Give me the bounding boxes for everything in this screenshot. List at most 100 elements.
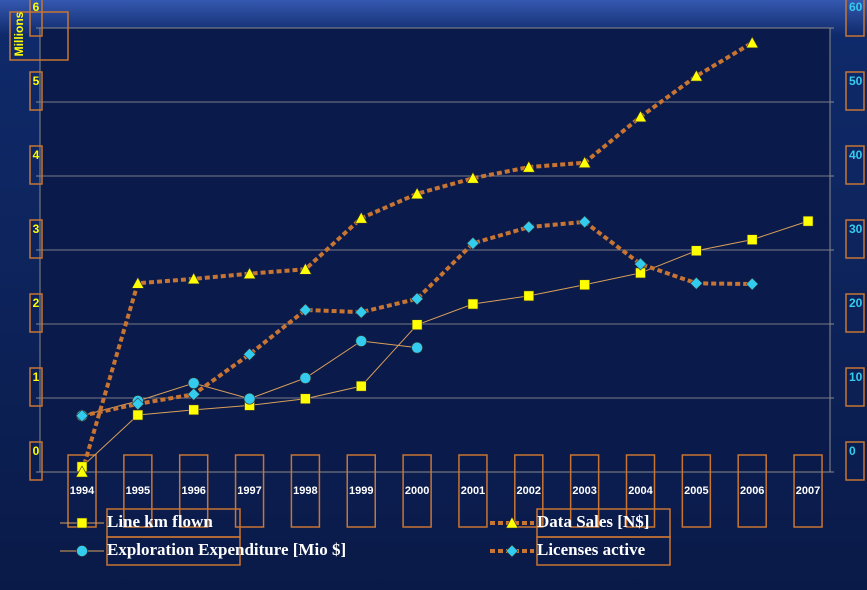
label-frame <box>845 219 865 259</box>
marker <box>411 341 423 354</box>
label-frame <box>234 454 265 528</box>
label-frame <box>9 11 69 61</box>
x-tick-label: 2007 <box>796 485 820 497</box>
x-tick-label: 2006 <box>740 485 764 497</box>
label-frame <box>845 441 865 481</box>
label-frame <box>569 454 600 528</box>
x-tick-label: 1994 <box>70 485 95 497</box>
marker <box>689 276 703 290</box>
marker <box>410 187 424 200</box>
x-tick-label: 1998 <box>293 485 317 497</box>
y2-tick-label: 0 <box>849 444 856 458</box>
marker <box>466 236 480 250</box>
marker <box>354 211 368 224</box>
marker <box>188 404 199 416</box>
y2-tick-label: 20 <box>849 296 863 310</box>
label-frame <box>458 454 488 528</box>
label-frame <box>681 454 712 528</box>
marker <box>466 171 480 184</box>
y-tick-label: 2 <box>33 296 40 310</box>
marker <box>131 397 145 411</box>
y2-tick-label: 30 <box>849 222 863 236</box>
marker <box>131 276 145 289</box>
x-tick-label: 2001 <box>461 485 485 497</box>
x-tick-label: 2005 <box>684 485 708 497</box>
marker <box>410 292 424 306</box>
x-tick-label: 1996 <box>181 485 205 497</box>
label-frame <box>845 145 865 185</box>
marker <box>689 69 703 82</box>
marker <box>746 234 758 245</box>
marker <box>75 465 89 478</box>
marker <box>243 347 256 361</box>
label-frame <box>29 367 43 407</box>
y-axis-label: Millions <box>12 11 26 56</box>
marker <box>298 303 312 317</box>
label-frame <box>536 536 671 566</box>
marker <box>578 215 592 229</box>
label-frame <box>290 454 321 528</box>
label-frame <box>29 219 43 259</box>
label-frame <box>845 367 865 407</box>
label-frame <box>845 293 865 333</box>
y2-tick-label: 40 <box>849 148 863 162</box>
x-tick-label: 2003 <box>572 485 596 497</box>
marker <box>187 272 201 285</box>
marker <box>578 156 592 168</box>
marker <box>467 298 479 310</box>
label-frame <box>178 454 209 528</box>
marker <box>354 305 368 319</box>
label-frame <box>29 293 43 333</box>
legend-marker <box>76 545 88 557</box>
legend-marker <box>76 517 88 529</box>
legend-label: Licenses active <box>537 540 646 559</box>
y-tick-label: 5 <box>33 74 40 88</box>
marker <box>132 409 144 421</box>
x-tick-label: 1999 <box>349 485 373 497</box>
y-tick-label: 6 <box>33 0 40 14</box>
y-tick-label: 3 <box>33 222 40 236</box>
label-frame <box>29 145 43 185</box>
label-frame <box>845 0 865 37</box>
x-tick-label: 1995 <box>126 485 150 497</box>
legend-label: Data Sales [N$] <box>537 512 649 531</box>
legend-label: Line km flown <box>107 512 213 531</box>
x-tick-label: 2002 <box>517 485 541 497</box>
label-frame <box>29 71 43 111</box>
marker <box>522 220 536 234</box>
label-frame <box>737 454 767 528</box>
x-tick-label: 2004 <box>628 485 653 497</box>
y2-tick-label: 10 <box>849 370 863 384</box>
label-frame <box>625 454 656 528</box>
y-tick-label: 0 <box>33 444 40 458</box>
marker <box>300 393 311 405</box>
x-tick-label: 1997 <box>237 485 261 497</box>
label-frame <box>793 454 823 528</box>
legend-marker <box>505 516 519 529</box>
marker <box>187 387 201 401</box>
label-frame <box>346 454 376 528</box>
marker <box>243 267 257 279</box>
marker <box>411 319 423 331</box>
label-frame <box>29 0 43 37</box>
marker <box>243 392 256 405</box>
x-tick-label: 2000 <box>405 485 429 497</box>
label-frame <box>29 441 43 481</box>
legend-marker <box>505 544 519 558</box>
marker <box>579 279 590 291</box>
y-tick-label: 1 <box>33 370 40 384</box>
marker <box>522 160 536 173</box>
marker <box>355 335 368 347</box>
marker <box>633 110 648 123</box>
y-tick-label: 4 <box>33 148 40 162</box>
label-frame <box>845 71 865 111</box>
marker <box>75 409 89 423</box>
label-frame <box>402 454 432 528</box>
label-frame <box>123 454 153 528</box>
label-frame <box>106 536 241 566</box>
label-frame <box>514 454 544 528</box>
marker <box>523 290 535 302</box>
legend-label: Exploration Expenditure [Mio $] <box>107 540 346 559</box>
marker <box>802 215 814 227</box>
